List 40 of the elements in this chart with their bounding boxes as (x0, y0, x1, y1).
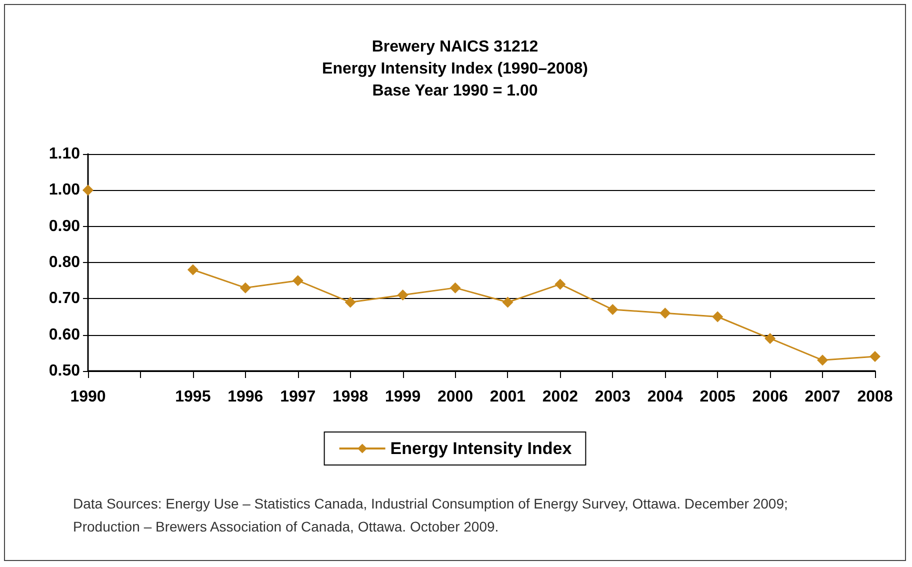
x-tick-label: 2005 (700, 388, 736, 406)
x-tick-label: 2008 (857, 388, 893, 406)
point (554, 278, 566, 290)
legend-label: Energy Intensity Index (390, 439, 572, 458)
x-tick-label: 2004 (647, 388, 684, 406)
x-tick-label: 1999 (385, 388, 421, 406)
y-tick-label: 1.00 (48, 182, 80, 199)
point (450, 282, 461, 294)
x-tick-label: 2003 (594, 388, 631, 406)
y-tick-label: 0.80 (48, 254, 80, 271)
point (502, 296, 514, 308)
point (712, 311, 724, 322)
y-tick-label: 0.90 (48, 218, 80, 235)
y-tick-label: 0.60 (48, 326, 80, 344)
point (240, 282, 251, 294)
x-tick-label: 2001 (490, 388, 526, 406)
x-tick-label: 1998 (332, 388, 368, 406)
x-tick-label: 1996 (228, 388, 264, 406)
x-tick-label: 2006 (752, 388, 788, 406)
x-tick-label: 2000 (437, 388, 474, 406)
x-tick-label: 2002 (542, 388, 578, 406)
point (344, 296, 356, 308)
point (870, 351, 880, 362)
point (397, 290, 408, 301)
x-tick-label: 1997 (280, 388, 316, 406)
point (187, 264, 198, 276)
y-tick-label: 1.10 (48, 146, 80, 162)
point (292, 275, 304, 286)
x-tick-label: 1990 (70, 388, 106, 406)
x-tick-label: 1995 (175, 388, 211, 406)
x-tick-label: 2007 (804, 388, 840, 406)
text: Data Sources: Energy Use – Statistics Canada, Industrial Consumption of Energy Survey, Ottawa. December 2009; Production – Brewers Association of Canada, Ottawa. October 2009. (73, 496, 788, 534)
point (817, 354, 828, 366)
point (764, 332, 776, 344)
y-tick-label: 0.50 (48, 362, 80, 380)
point (660, 308, 671, 319)
point (607, 304, 618, 316)
y-tick-label: 0.70 (48, 290, 80, 308)
chart-title: Brewery NAICS 31212 Energy Intensity Index (1990–2008) Base Year 1990 = 1.00 (322, 38, 588, 100)
point (82, 184, 94, 196)
